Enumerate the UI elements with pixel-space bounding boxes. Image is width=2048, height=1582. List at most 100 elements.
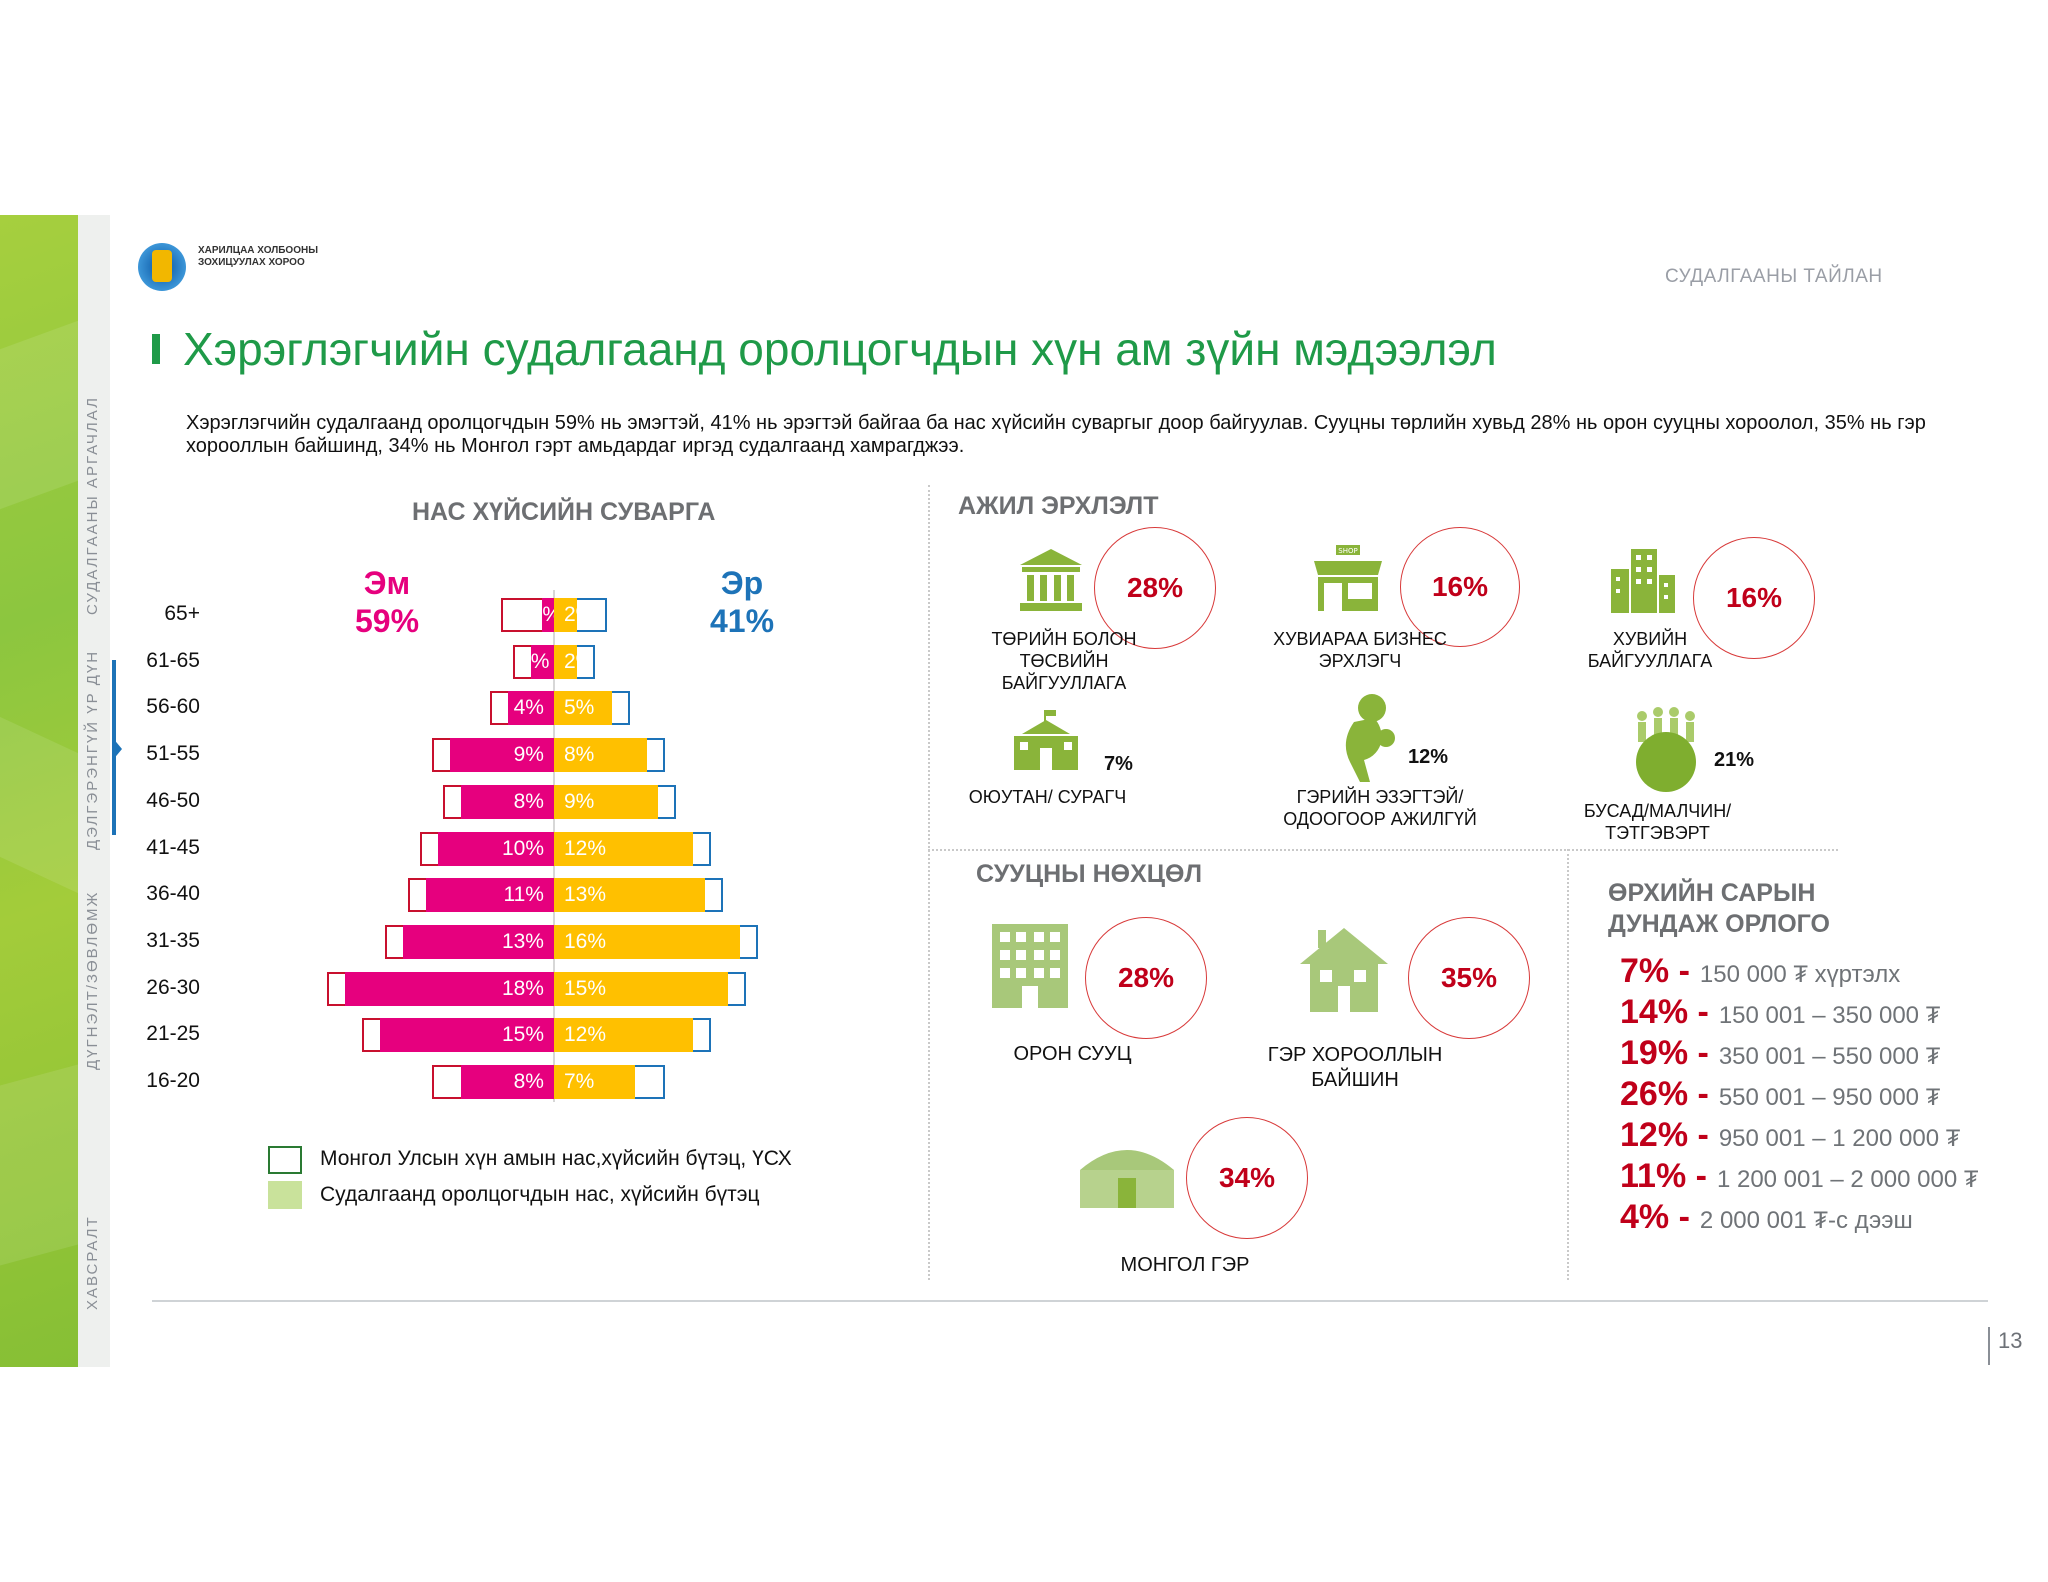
- male-bar: 12%: [554, 831, 694, 866]
- income-row: 7% - 150 000 ₮ хүртэлх: [1620, 952, 1900, 991]
- income-row: 19% - 350 001 – 550 000 ₮: [1620, 1034, 1940, 1073]
- female-bar: 11%: [426, 878, 554, 913]
- male-bar: 12%: [554, 1018, 694, 1053]
- female-pct: 59%: [354, 603, 420, 639]
- pct-circle-self-employed: 16%: [1400, 527, 1520, 647]
- female-bar: 4%: [507, 691, 554, 726]
- nav-item-conclusions[interactable]: ДҮГНЭЛТ/ЗӨВЛӨМЖ: [84, 890, 101, 1070]
- income-range: 2 000 001 ₮-с дээш: [1699, 1207, 1913, 1234]
- people-globe-icon: [1636, 707, 1696, 792]
- nav-item-appendix[interactable]: ХАВСРАЛТ: [84, 1215, 101, 1310]
- income-row: 14% - 150 001 – 350 000 ₮: [1620, 993, 1940, 1032]
- pct-circle-apartment: 28%: [1085, 917, 1207, 1039]
- income-row: 26% - 550 001 – 950 000 ₮: [1620, 1075, 1940, 1114]
- male-bar: 9%: [554, 784, 659, 819]
- government-building-icon: [1020, 549, 1082, 611]
- legend-label-survey: Судалгаанд оролцогчдын нас, хүйсийн бүтэ…: [320, 1183, 760, 1206]
- intro-paragraph: Хэрэглэгчийн судалгаанд оролцогчдын 59% …: [186, 412, 1926, 457]
- income-pct: 4% -: [1620, 1198, 1690, 1236]
- svg-text:SHOP: SHOP: [1338, 547, 1357, 555]
- income-pct: 11% -: [1620, 1157, 1707, 1195]
- school-icon: [1014, 710, 1078, 770]
- mother-child-icon: [1345, 694, 1395, 782]
- female-bar: 15%: [380, 1018, 554, 1053]
- pyramid-heading: НАС ХҮЙСИЙН СУВАРГА: [412, 498, 716, 526]
- female-bar: %: [530, 644, 554, 679]
- age-label: 61-65: [146, 648, 200, 672]
- male-bar: 2%: [554, 598, 578, 632]
- male-bar: 2%: [554, 644, 578, 679]
- female-bar: 13%: [403, 924, 554, 959]
- divider-vertical-income: [1567, 849, 1569, 1280]
- female-bar: 8%: [461, 784, 554, 819]
- office-buildings-icon: [1611, 549, 1675, 613]
- age-label: 65+: [164, 602, 200, 625]
- income-row: 12% - 950 001 – 1 200 000 ₮: [1620, 1116, 1960, 1155]
- page-number-bar: [1988, 1327, 1990, 1365]
- age-label: 16-20: [146, 1069, 200, 1092]
- age-label: 26-30: [146, 975, 200, 999]
- pct-circle-ger: 34%: [1186, 1117, 1308, 1239]
- decorative-green-band: [0, 215, 78, 1367]
- logo-text: ХАРИЛЦАА ХОЛБООНЫ ЗОХИЦУУЛАХ ХОРОО: [198, 245, 319, 268]
- ger-icon: [1080, 1150, 1174, 1208]
- footer-divider: [152, 1300, 1988, 1302]
- age-label: 41-45: [146, 835, 200, 859]
- pct-circle-house: 35%: [1408, 917, 1530, 1039]
- income-range: 1 200 001 – 2 000 000 ₮: [1716, 1166, 1979, 1193]
- income-pct: 12% -: [1620, 1116, 1709, 1154]
- logo-soyombo-icon: [152, 250, 172, 282]
- income-pct: 7% -: [1620, 952, 1690, 990]
- page-title: Хэрэглэгчийн судалгаанд оролцогчдын хүн …: [183, 323, 1497, 375]
- male-bar: 7%: [554, 1065, 636, 1099]
- age-label: 21-25: [146, 1022, 200, 1046]
- caption-apartment: ОРОН СУУЦ: [1013, 1043, 1132, 1065]
- divider-vertical: [928, 485, 930, 1280]
- shop-icon: SHOP: [1314, 545, 1382, 611]
- male-pct: 41%: [709, 603, 775, 639]
- page-number: 13: [1998, 1328, 2023, 1353]
- female-bar: 9%: [449, 738, 554, 773]
- male-label-text: Эр: [720, 565, 764, 601]
- age-label: 46-50: [146, 788, 200, 812]
- caption-house: ГЭР ХОРООЛЛЫН БАЙШИН: [1267, 1044, 1443, 1091]
- caption-housewife: ГЭРИЙН ЭЗЭГТЭЙ/ ОДООГООР АЖИЛГҮЙ: [1283, 787, 1477, 829]
- employment-heading: АЖИЛ ЭРХЛЭЛТ: [958, 492, 1159, 520]
- nav-item-methodology[interactable]: СУДАЛГААНЫ АРГАЧЛАЛ: [84, 396, 101, 615]
- age-label: 51-55: [146, 742, 200, 766]
- caption-other: БУСАД/МАЛЧИН/ ТЭТГЭВЭРТ: [1583, 801, 1732, 843]
- nav-item-detailed-results[interactable]: ДЭЛГЭРЭНГҮЙ ҮР ДҮН: [84, 649, 101, 850]
- female-bar: 8%: [461, 1065, 554, 1099]
- age-label: 31-35: [146, 928, 200, 952]
- male-bar: 16%: [554, 924, 740, 959]
- side-navigation: СУДАЛГААНЫ АРГАЧЛАЛ ДЭЛГЭРЭНГҮЙ ҮР ДҮН Д…: [78, 215, 110, 1367]
- pct-housewife: 12%: [1408, 746, 1449, 768]
- income-pct: 14% -: [1620, 993, 1709, 1031]
- income-range: 150 000 ₮ хүртэлх: [1699, 961, 1901, 988]
- income-row: 11% - 1 200 001 – 2 000 000 ₮: [1620, 1157, 1979, 1196]
- female-bar: %: [542, 598, 554, 632]
- income-row: 4% - 2 000 001 ₮-с дээш: [1620, 1198, 1913, 1237]
- male-bar: 8%: [554, 738, 647, 773]
- male-bar: 15%: [554, 971, 728, 1006]
- divider-horizontal: [928, 849, 1838, 851]
- income-pct: 19% -: [1620, 1034, 1709, 1072]
- pct-circle-private-org: 16%: [1693, 537, 1815, 659]
- male-bar: 5%: [554, 691, 612, 726]
- caption-student: ОЮУТАН/ СУРАГЧ: [968, 787, 1127, 807]
- income-range: 550 001 – 950 000 ₮: [1718, 1084, 1941, 1111]
- female-label-text: Эм: [363, 565, 411, 601]
- apartment-icon: [992, 924, 1068, 1008]
- legend-swatch-census: [268, 1146, 302, 1174]
- income-pct: 26% -: [1620, 1075, 1709, 1113]
- income-range: 350 001 – 550 000 ₮: [1718, 1043, 1941, 1070]
- active-nav-arrow-icon: [112, 737, 122, 761]
- income-range: 950 001 – 1 200 000 ₮: [1718, 1125, 1961, 1152]
- female-label: Эм 59%: [342, 564, 432, 640]
- caption-private-org: ХУВИЙН БАЙГУУЛЛАГА: [1587, 629, 1713, 671]
- age-label: 36-40: [146, 882, 200, 906]
- income-heading: ӨРХИЙН САРЫН ДУНДАЖ ОРЛОГО: [1608, 879, 1830, 938]
- caption-government: ТӨРИЙН БОЛОН ТӨСВИЙН БАЙГУУЛЛАГА: [991, 629, 1137, 693]
- housing-heading: СУУЦНЫ НӨХЦӨЛ: [976, 860, 1202, 888]
- pct-student: 7%: [1104, 753, 1133, 775]
